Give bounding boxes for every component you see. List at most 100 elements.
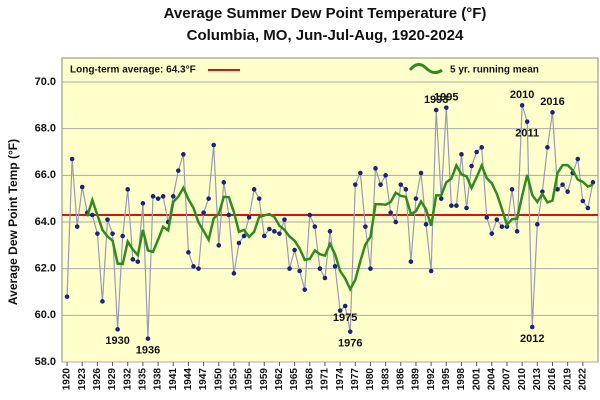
data-point bbox=[211, 142, 216, 148]
data-point bbox=[170, 194, 176, 199]
y-tick-label: 64.0 bbox=[35, 216, 56, 228]
data-point bbox=[337, 308, 343, 313]
x-tick-label: 1965 bbox=[289, 368, 300, 391]
data-point bbox=[347, 329, 353, 334]
x-tick-label: 1923 bbox=[77, 368, 88, 391]
y-axis-label: Average Dew Point Temp (°F) bbox=[6, 139, 20, 305]
x-tick-label: 2019 bbox=[562, 368, 573, 391]
x-tick-label: 1962 bbox=[274, 368, 285, 391]
data-point bbox=[267, 226, 272, 232]
data-point bbox=[423, 222, 429, 227]
data-point bbox=[509, 187, 515, 192]
data-point bbox=[565, 189, 570, 194]
data-point bbox=[231, 271, 237, 276]
data-point bbox=[418, 170, 424, 176]
data-point bbox=[504, 224, 510, 229]
data-point bbox=[176, 168, 181, 173]
data-point bbox=[272, 229, 277, 234]
data-point bbox=[191, 264, 196, 269]
x-tick-label: 1944 bbox=[183, 368, 194, 391]
data-point bbox=[150, 194, 156, 199]
data-point bbox=[221, 180, 227, 185]
annotation: 2012 bbox=[520, 333, 544, 345]
data-point bbox=[120, 233, 125, 239]
data-point bbox=[145, 336, 151, 341]
x-tick-label: 1947 bbox=[198, 368, 209, 391]
x-tick-label: 1926 bbox=[92, 368, 103, 391]
data-point bbox=[64, 294, 70, 299]
data-point bbox=[322, 275, 328, 281]
x-tick-label: 1980 bbox=[365, 368, 376, 391]
data-point bbox=[256, 196, 262, 201]
data-point bbox=[499, 224, 505, 229]
data-point bbox=[438, 196, 444, 201]
data-point bbox=[186, 250, 191, 255]
x-tick-label: 1932 bbox=[122, 368, 133, 391]
data-point bbox=[317, 266, 323, 271]
x-tick-label: 1998 bbox=[456, 368, 467, 391]
x-tick-label: 2007 bbox=[502, 368, 513, 391]
data-point bbox=[585, 205, 591, 211]
data-point bbox=[408, 259, 414, 264]
data-point bbox=[428, 268, 434, 274]
data-point bbox=[413, 196, 419, 201]
data-point bbox=[449, 203, 454, 208]
y-tick-label: 68.0 bbox=[35, 123, 56, 135]
data-point bbox=[105, 217, 110, 222]
x-tick-label: 2013 bbox=[532, 368, 543, 391]
data-point bbox=[575, 156, 581, 162]
annotation: 1975 bbox=[333, 312, 357, 324]
chart-subtitle: Columbia, MO, Jun-Jul-Aug, 1920-2024 bbox=[187, 27, 464, 44]
data-point bbox=[398, 182, 404, 187]
legend-label: 5 yr. running mean bbox=[450, 65, 539, 76]
data-point bbox=[140, 201, 146, 206]
data-point bbox=[342, 303, 348, 309]
running-mean-line bbox=[86, 162, 594, 292]
data-point bbox=[474, 149, 479, 155]
data-point bbox=[484, 215, 490, 220]
data-point bbox=[302, 287, 308, 292]
x-tick-label: 1920 bbox=[62, 368, 73, 391]
data-point bbox=[535, 222, 540, 227]
x-tick-label: 1929 bbox=[107, 368, 118, 391]
annotation: 2010 bbox=[510, 89, 534, 101]
data-point bbox=[383, 173, 388, 178]
data-point bbox=[312, 224, 318, 229]
x-tick-label: 2022 bbox=[577, 368, 588, 391]
data-point bbox=[388, 210, 393, 215]
data-point bbox=[241, 233, 247, 239]
data-point bbox=[74, 224, 80, 229]
data-point bbox=[130, 257, 136, 262]
data-point bbox=[540, 189, 545, 194]
data-point bbox=[550, 110, 555, 115]
data-point bbox=[454, 203, 459, 208]
data-point bbox=[307, 212, 313, 218]
data-point bbox=[135, 259, 141, 264]
x-tick-label: 1983 bbox=[380, 368, 391, 391]
x-tick-label: 1950 bbox=[213, 368, 224, 391]
data-point bbox=[459, 152, 464, 157]
x-tick-label: 1995 bbox=[441, 368, 452, 391]
legend-swatch bbox=[408, 63, 443, 75]
data-point bbox=[261, 233, 267, 239]
data-point bbox=[489, 231, 495, 236]
annotation: 1930 bbox=[105, 335, 129, 347]
x-tick-label: 1953 bbox=[229, 368, 240, 391]
x-tick-label: 2016 bbox=[547, 368, 558, 391]
data-point bbox=[373, 166, 378, 171]
data-point bbox=[251, 187, 257, 192]
x-tick-label: 2010 bbox=[517, 368, 528, 391]
y-tick-label: 58.0 bbox=[35, 356, 56, 368]
data-point bbox=[378, 182, 383, 187]
chart-title: Average Summer Dew Point Temperature (°F… bbox=[164, 5, 487, 22]
data-point bbox=[201, 210, 206, 215]
data-point bbox=[494, 217, 500, 222]
data-point bbox=[479, 145, 484, 150]
data-point bbox=[529, 324, 535, 330]
x-tick-label: 1971 bbox=[320, 368, 331, 391]
x-tick-label: 1959 bbox=[259, 368, 270, 391]
data-point bbox=[226, 212, 232, 218]
annotation: 1993 bbox=[424, 94, 448, 106]
legend-label: Long-term average: 64.3°F bbox=[70, 65, 196, 76]
